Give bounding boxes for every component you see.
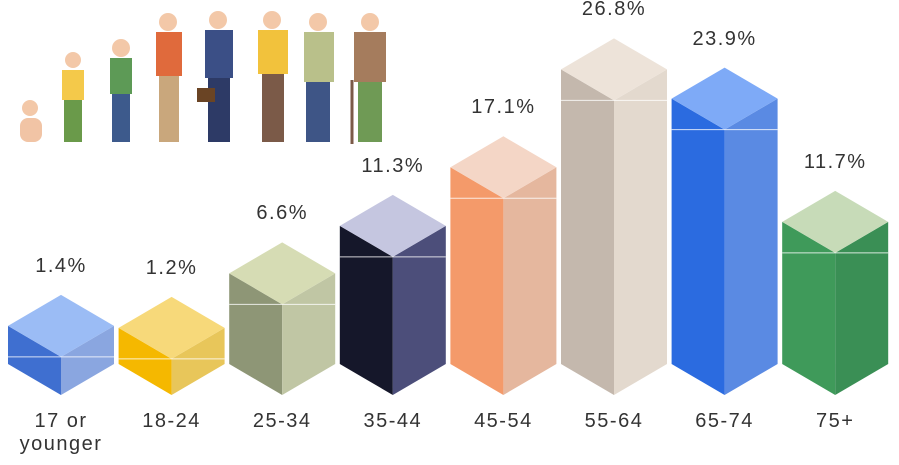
value-label: 26.8% — [559, 0, 669, 21]
bar-front — [561, 69, 614, 395]
category-label: 18-24 — [122, 410, 222, 433]
value-label: 17.1% — [448, 96, 558, 119]
illustration — [20, 11, 386, 144]
bar-front — [672, 99, 725, 395]
bar-front — [450, 167, 503, 395]
category-label: 45-54 — [453, 410, 553, 433]
value-label: 1.4% — [6, 255, 116, 278]
category-label: 65-74 — [675, 410, 775, 433]
value-label: 11.7% — [780, 151, 890, 174]
value-label: 1.2% — [117, 257, 227, 280]
bar-side — [503, 167, 556, 395]
bar-side — [614, 69, 667, 395]
value-label: 23.9% — [670, 28, 780, 51]
category-label: 75+ — [785, 410, 885, 433]
value-label: 6.6% — [227, 202, 337, 225]
category-label: 17 or younger — [11, 410, 111, 456]
value-label: 11.3% — [338, 155, 448, 178]
bar-side — [725, 99, 778, 395]
category-label: 35-44 — [343, 410, 443, 433]
category-label: 25-34 — [232, 410, 332, 433]
category-label: 55-64 — [564, 410, 664, 433]
